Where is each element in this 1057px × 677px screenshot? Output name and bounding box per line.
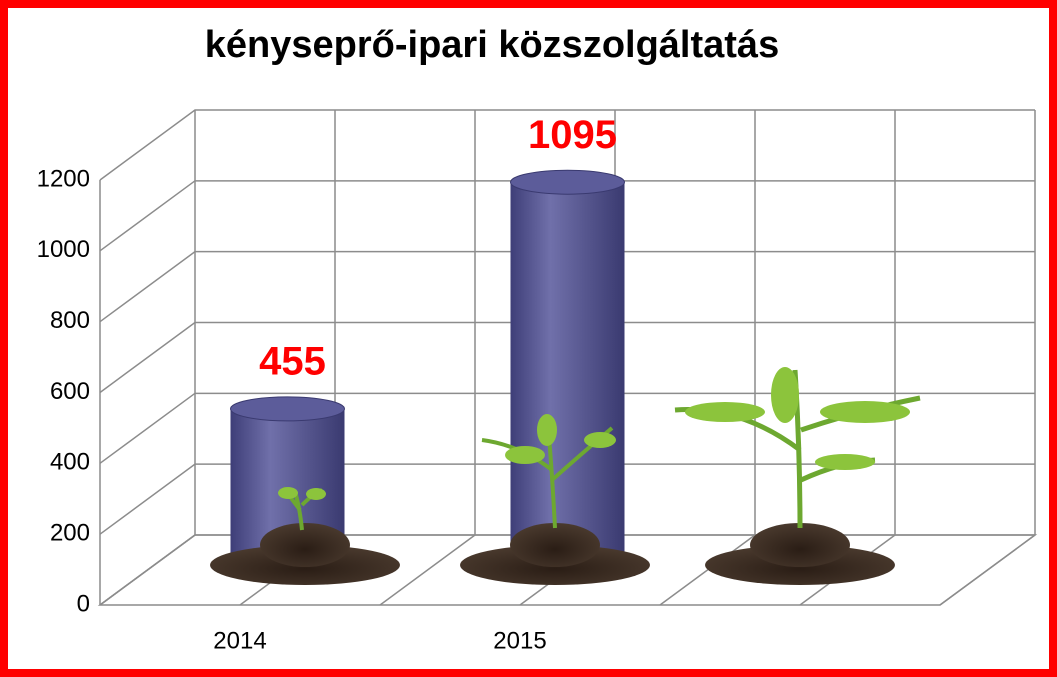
leaf xyxy=(771,367,799,423)
leaf xyxy=(820,401,910,423)
y-tick-label: 0 xyxy=(77,590,90,617)
value-label: 455 xyxy=(259,339,326,383)
bar xyxy=(511,182,625,565)
y-tick-label: 1200 xyxy=(37,165,90,192)
bar-top xyxy=(231,397,345,421)
value-label: 1095 xyxy=(528,113,617,157)
leaf xyxy=(685,402,765,422)
y-tick-label: 1000 xyxy=(37,236,90,263)
soil xyxy=(260,523,350,567)
x-tick-label: 2015 xyxy=(493,627,546,654)
leaf xyxy=(306,488,326,500)
leaf xyxy=(815,454,875,470)
leaf xyxy=(584,432,616,448)
y-tick-label: 200 xyxy=(50,520,90,547)
soil xyxy=(510,523,600,567)
y-tick-label: 600 xyxy=(50,378,90,405)
chart-title: kényseprő-ipari közszolgáltatás xyxy=(205,24,779,66)
leaf xyxy=(537,414,557,446)
bar-top xyxy=(511,170,625,194)
leaf xyxy=(505,446,545,464)
y-tick-label: 800 xyxy=(50,307,90,334)
y-tick-label: 400 xyxy=(50,449,90,476)
chart: kényseprő-ipari közszolgáltatás 0 200 400 6… xyxy=(0,0,1057,677)
bar-group xyxy=(511,182,625,565)
x-tick-label: 2014 xyxy=(213,627,266,654)
leaf xyxy=(278,487,298,499)
soil xyxy=(750,523,850,567)
